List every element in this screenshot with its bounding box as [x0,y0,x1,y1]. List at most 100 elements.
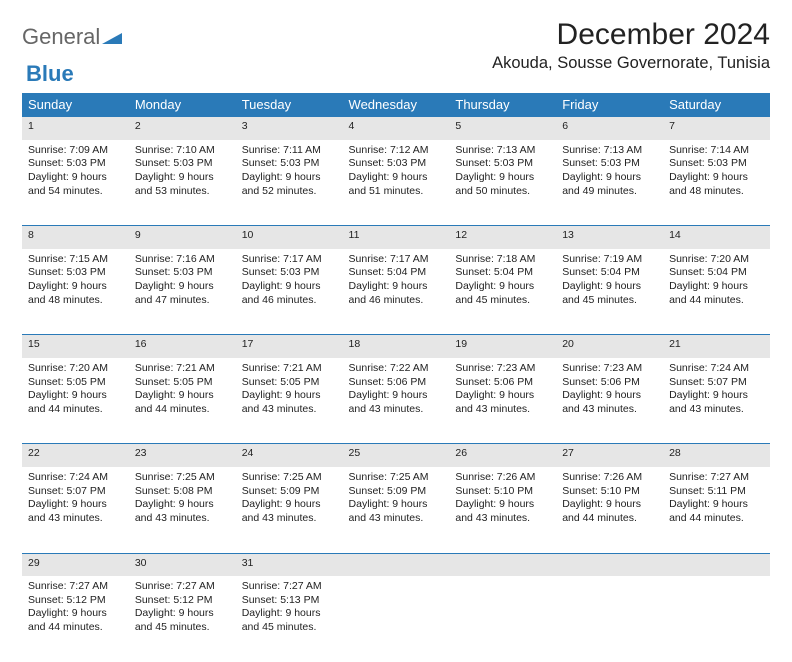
day-cell: Sunrise: 7:26 AMSunset: 5:10 PMDaylight:… [556,467,663,553]
day-cell: Sunrise: 7:17 AMSunset: 5:03 PMDaylight:… [236,249,343,335]
logo-suffix: Blue [26,61,74,86]
sunrise-text: Sunrise: 7:17 AM [349,253,444,267]
daylight-text: Daylight: 9 hours and 47 minutes. [135,280,230,307]
day-header: Tuesday [236,93,343,117]
sunrise-text: Sunrise: 7:17 AM [242,253,337,267]
day-cell: Sunrise: 7:17 AMSunset: 5:04 PMDaylight:… [343,249,450,335]
sunset-text: Sunset: 5:03 PM [28,266,123,280]
day-number: 1 [22,117,129,140]
logo-icon [102,24,122,50]
daylight-text: Daylight: 9 hours and 54 minutes. [28,171,123,198]
day-number: 5 [449,117,556,140]
title-block: December 2024 Akouda, Sousse Governorate… [492,18,770,73]
day-number: 2 [129,117,236,140]
daylight-text: Daylight: 9 hours and 44 minutes. [28,389,123,416]
info-row: Sunrise: 7:15 AMSunset: 5:03 PMDaylight:… [22,249,770,335]
day-number: 16 [129,335,236,358]
day-header: Sunday [22,93,129,117]
day-number: 9 [129,226,236,249]
daylight-text: Daylight: 9 hours and 45 minutes. [455,280,550,307]
day-number [449,553,556,576]
day-number: 28 [663,444,770,467]
sunrise-text: Sunrise: 7:09 AM [28,144,123,158]
day-header: Friday [556,93,663,117]
sunset-text: Sunset: 5:05 PM [135,376,230,390]
daylight-text: Daylight: 9 hours and 46 minutes. [349,280,444,307]
day-cell: Sunrise: 7:27 AMSunset: 5:13 PMDaylight:… [236,576,343,662]
info-row: Sunrise: 7:27 AMSunset: 5:12 PMDaylight:… [22,576,770,662]
day-cell: Sunrise: 7:27 AMSunset: 5:12 PMDaylight:… [22,576,129,662]
day-cell: Sunrise: 7:12 AMSunset: 5:03 PMDaylight:… [343,140,450,226]
daylight-text: Daylight: 9 hours and 44 minutes. [135,389,230,416]
day-number: 27 [556,444,663,467]
sunset-text: Sunset: 5:06 PM [562,376,657,390]
info-row: Sunrise: 7:09 AMSunset: 5:03 PMDaylight:… [22,140,770,226]
day-cell: Sunrise: 7:26 AMSunset: 5:10 PMDaylight:… [449,467,556,553]
daylight-text: Daylight: 9 hours and 45 minutes. [562,280,657,307]
day-number: 8 [22,226,129,249]
day-number: 18 [343,335,450,358]
sunset-text: Sunset: 5:05 PM [28,376,123,390]
sunset-text: Sunset: 5:12 PM [135,594,230,608]
sunset-text: Sunset: 5:10 PM [562,485,657,499]
daynum-row: 891011121314 [22,226,770,249]
daynum-row: 22232425262728 [22,444,770,467]
daylight-text: Daylight: 9 hours and 51 minutes. [349,171,444,198]
sunset-text: Sunset: 5:03 PM [455,157,550,171]
day-cell: Sunrise: 7:27 AMSunset: 5:11 PMDaylight:… [663,467,770,553]
daylight-text: Daylight: 9 hours and 44 minutes. [669,498,764,525]
daylight-text: Daylight: 9 hours and 53 minutes. [135,171,230,198]
day-cell: Sunrise: 7:23 AMSunset: 5:06 PMDaylight:… [556,358,663,444]
day-cell [556,576,663,662]
daylight-text: Daylight: 9 hours and 43 minutes. [28,498,123,525]
month-title: December 2024 [492,18,770,52]
daylight-text: Daylight: 9 hours and 43 minutes. [349,498,444,525]
sunrise-text: Sunrise: 7:13 AM [455,144,550,158]
day-number [663,553,770,576]
sunset-text: Sunset: 5:09 PM [349,485,444,499]
daylight-text: Daylight: 9 hours and 43 minutes. [242,498,337,525]
day-cell: Sunrise: 7:25 AMSunset: 5:09 PMDaylight:… [343,467,450,553]
day-number: 4 [343,117,450,140]
day-cell: Sunrise: 7:22 AMSunset: 5:06 PMDaylight:… [343,358,450,444]
daylight-text: Daylight: 9 hours and 43 minutes. [455,389,550,416]
sunrise-text: Sunrise: 7:19 AM [562,253,657,267]
sunrise-text: Sunrise: 7:26 AM [562,471,657,485]
sunrise-text: Sunrise: 7:21 AM [242,362,337,376]
day-number: 24 [236,444,343,467]
day-header: Wednesday [343,93,450,117]
day-cell: Sunrise: 7:21 AMSunset: 5:05 PMDaylight:… [236,358,343,444]
daylight-text: Daylight: 9 hours and 49 minutes. [562,171,657,198]
sunrise-text: Sunrise: 7:12 AM [349,144,444,158]
calendar-body: 1234567Sunrise: 7:09 AMSunset: 5:03 PMDa… [22,117,770,662]
logo: General [22,24,123,50]
logo-prefix: General [22,24,100,50]
day-number: 21 [663,335,770,358]
daynum-row: 1234567 [22,117,770,140]
sunset-text: Sunset: 5:03 PM [135,266,230,280]
day-number [343,553,450,576]
sunset-text: Sunset: 5:03 PM [242,266,337,280]
day-cell: Sunrise: 7:20 AMSunset: 5:05 PMDaylight:… [22,358,129,444]
day-number: 26 [449,444,556,467]
daylight-text: Daylight: 9 hours and 44 minutes. [669,280,764,307]
day-cell: Sunrise: 7:11 AMSunset: 5:03 PMDaylight:… [236,140,343,226]
day-cell: Sunrise: 7:13 AMSunset: 5:03 PMDaylight:… [556,140,663,226]
day-cell: Sunrise: 7:15 AMSunset: 5:03 PMDaylight:… [22,249,129,335]
day-header: Saturday [663,93,770,117]
sunset-text: Sunset: 5:03 PM [669,157,764,171]
sunset-text: Sunset: 5:07 PM [669,376,764,390]
location: Akouda, Sousse Governorate, Tunisia [492,54,770,73]
sunset-text: Sunset: 5:03 PM [349,157,444,171]
sunrise-text: Sunrise: 7:27 AM [135,580,230,594]
day-cell: Sunrise: 7:27 AMSunset: 5:12 PMDaylight:… [129,576,236,662]
day-cell: Sunrise: 7:19 AMSunset: 5:04 PMDaylight:… [556,249,663,335]
sunrise-text: Sunrise: 7:23 AM [455,362,550,376]
sunrise-text: Sunrise: 7:24 AM [28,471,123,485]
sunrise-text: Sunrise: 7:22 AM [349,362,444,376]
sunset-text: Sunset: 5:12 PM [28,594,123,608]
header-row: SundayMondayTuesdayWednesdayThursdayFrid… [22,93,770,117]
day-number: 6 [556,117,663,140]
sunset-text: Sunset: 5:08 PM [135,485,230,499]
info-row: Sunrise: 7:20 AMSunset: 5:05 PMDaylight:… [22,358,770,444]
